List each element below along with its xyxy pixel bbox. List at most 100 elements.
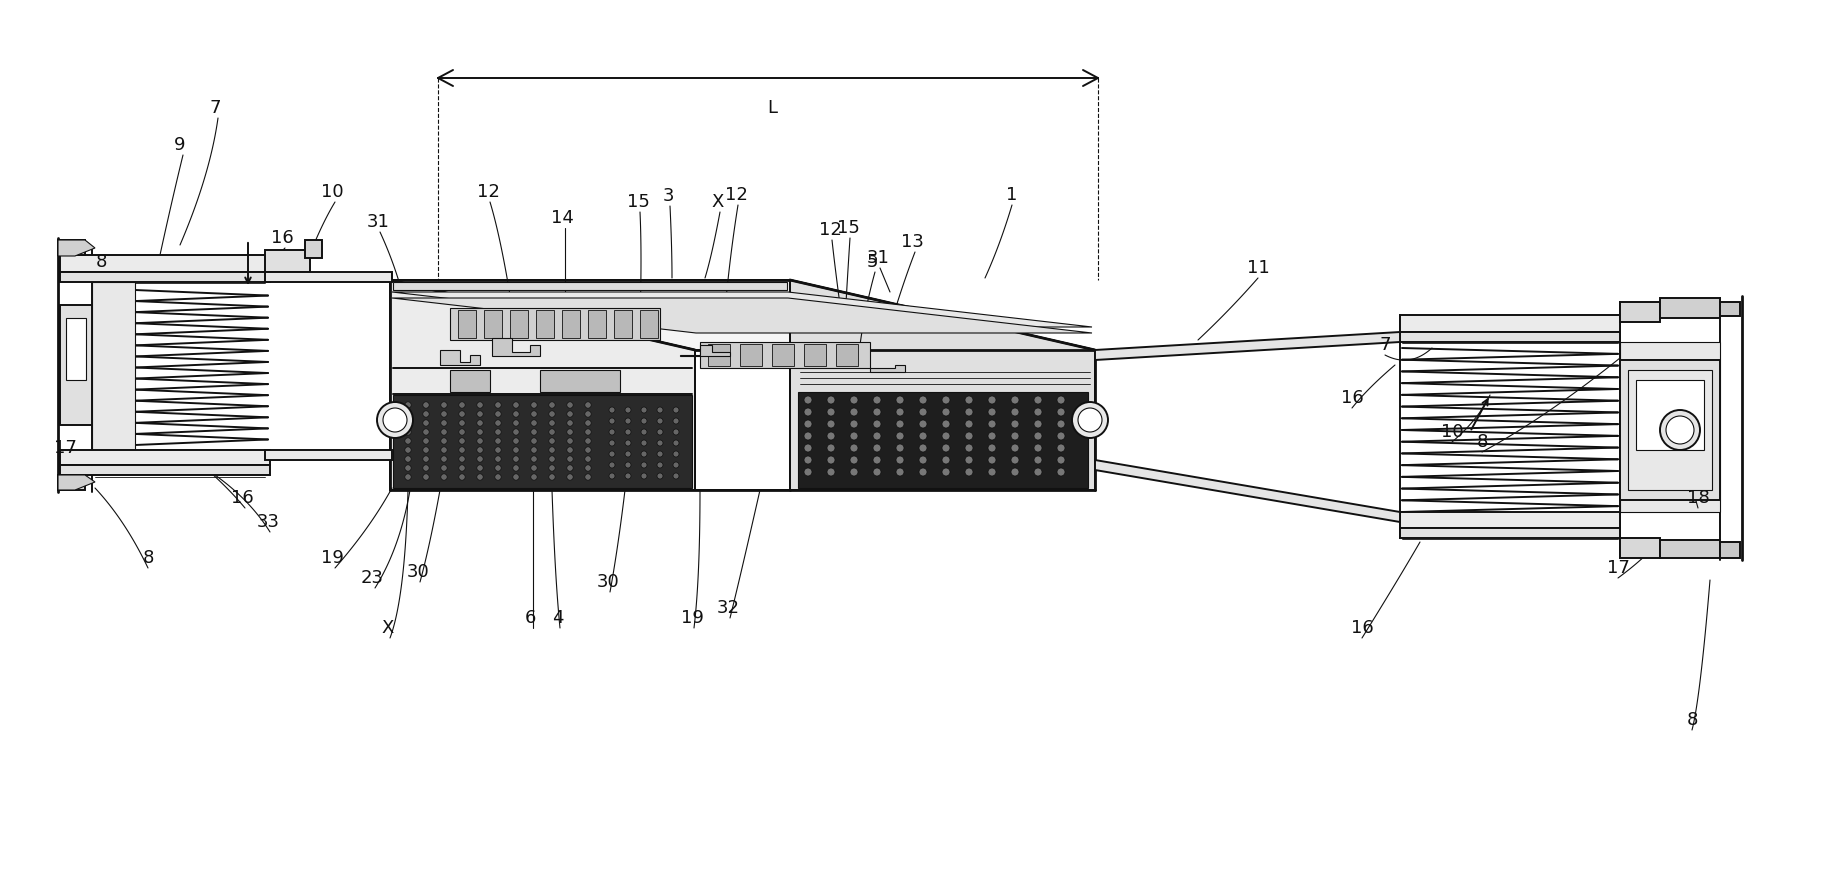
Circle shape — [966, 444, 973, 452]
Circle shape — [477, 411, 483, 417]
Circle shape — [1058, 444, 1065, 452]
Circle shape — [441, 420, 448, 426]
Polygon shape — [61, 465, 270, 475]
Polygon shape — [59, 240, 95, 256]
Text: 5: 5 — [867, 253, 878, 271]
Circle shape — [872, 456, 881, 464]
Text: 4: 4 — [553, 609, 564, 627]
Circle shape — [567, 446, 573, 454]
Circle shape — [966, 408, 973, 416]
Circle shape — [657, 473, 663, 479]
Polygon shape — [450, 308, 659, 340]
Circle shape — [512, 402, 520, 408]
Polygon shape — [562, 310, 580, 338]
Circle shape — [1058, 432, 1065, 440]
Circle shape — [850, 456, 857, 464]
Circle shape — [441, 446, 448, 454]
Polygon shape — [1619, 302, 1660, 322]
Polygon shape — [485, 310, 501, 338]
Circle shape — [512, 420, 520, 426]
Circle shape — [826, 408, 835, 416]
Circle shape — [850, 468, 857, 476]
Circle shape — [804, 468, 812, 476]
Circle shape — [459, 437, 465, 445]
Circle shape — [804, 420, 812, 428]
Circle shape — [404, 420, 411, 426]
Circle shape — [567, 465, 573, 471]
Text: L: L — [767, 99, 777, 117]
Polygon shape — [613, 310, 632, 338]
Circle shape — [872, 396, 881, 404]
Circle shape — [896, 432, 903, 440]
Text: 33: 33 — [257, 513, 279, 531]
Circle shape — [512, 474, 520, 480]
Circle shape — [624, 418, 632, 424]
Circle shape — [966, 468, 973, 476]
Circle shape — [549, 446, 554, 454]
Circle shape — [966, 456, 973, 464]
Polygon shape — [1660, 540, 1720, 558]
Circle shape — [404, 437, 411, 445]
Text: 17: 17 — [53, 439, 77, 457]
Circle shape — [610, 462, 615, 468]
Circle shape — [459, 465, 465, 471]
Circle shape — [1058, 420, 1065, 428]
Circle shape — [674, 440, 679, 446]
Text: 32: 32 — [716, 599, 740, 617]
Circle shape — [549, 465, 554, 471]
Circle shape — [942, 444, 949, 452]
Circle shape — [441, 402, 448, 408]
Circle shape — [531, 420, 538, 426]
Polygon shape — [61, 305, 92, 425]
Circle shape — [549, 474, 554, 480]
Circle shape — [586, 456, 591, 462]
Circle shape — [567, 456, 573, 462]
Text: 3: 3 — [663, 187, 674, 205]
Circle shape — [477, 437, 483, 445]
Circle shape — [586, 474, 591, 480]
Polygon shape — [709, 344, 731, 366]
Polygon shape — [510, 310, 529, 338]
Polygon shape — [540, 370, 621, 392]
Text: 11: 11 — [1247, 259, 1269, 277]
Circle shape — [586, 437, 591, 445]
Circle shape — [641, 407, 646, 413]
Circle shape — [1012, 468, 1019, 476]
Text: 9: 9 — [1632, 389, 1643, 407]
Circle shape — [610, 440, 615, 446]
Circle shape — [459, 474, 465, 480]
Text: 8: 8 — [1685, 711, 1698, 729]
Text: 30: 30 — [597, 573, 619, 591]
Circle shape — [422, 437, 430, 445]
Circle shape — [641, 462, 646, 468]
Circle shape — [872, 432, 881, 440]
Circle shape — [586, 402, 591, 408]
Circle shape — [674, 451, 679, 457]
Text: X: X — [382, 619, 395, 637]
Circle shape — [988, 408, 995, 416]
Circle shape — [404, 402, 411, 408]
Text: 15: 15 — [837, 219, 859, 237]
Circle shape — [657, 440, 663, 446]
Circle shape — [512, 446, 520, 454]
Polygon shape — [1401, 512, 1619, 528]
Circle shape — [404, 446, 411, 454]
Circle shape — [567, 411, 573, 417]
Circle shape — [531, 402, 538, 408]
Circle shape — [850, 432, 857, 440]
Text: 6: 6 — [525, 609, 536, 627]
Circle shape — [1034, 456, 1043, 464]
Circle shape — [942, 396, 949, 404]
Circle shape — [422, 446, 430, 454]
Circle shape — [1058, 468, 1065, 476]
Circle shape — [459, 402, 465, 408]
Circle shape — [1012, 432, 1019, 440]
Circle shape — [657, 451, 663, 457]
Circle shape — [988, 432, 995, 440]
Circle shape — [586, 411, 591, 417]
Circle shape — [531, 429, 538, 435]
Polygon shape — [59, 240, 84, 255]
Text: 12: 12 — [819, 221, 841, 239]
Circle shape — [531, 456, 538, 462]
Circle shape — [567, 420, 573, 426]
